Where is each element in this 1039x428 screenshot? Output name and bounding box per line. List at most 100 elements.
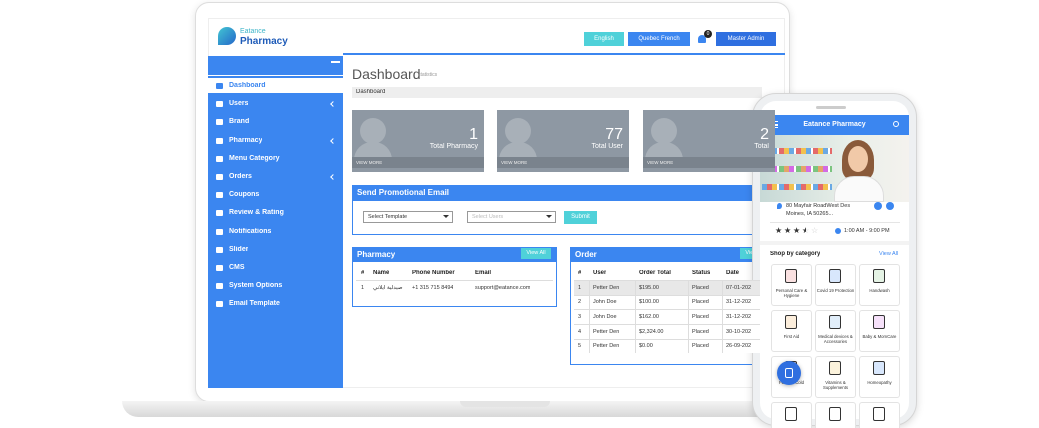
- sidebar-item[interactable]: Brand: [229, 118, 250, 126]
- stat-icon: [360, 118, 386, 144]
- call-icon[interactable]: [874, 202, 882, 210]
- laptop-notch: [460, 401, 550, 407]
- table-cell: $100.00: [639, 299, 659, 306]
- table-row: [574, 324, 760, 339]
- pharmacy-header: [352, 247, 557, 262]
- bell-icon[interactable]: [698, 35, 706, 43]
- submit-button[interactable]: Submit: [564, 211, 597, 224]
- promo-header: [352, 185, 762, 201]
- stat-icon: [651, 118, 677, 144]
- category-label: Medical devices & Accessories: [818, 334, 853, 344]
- sidebar-item[interactable]: Email Template: [229, 300, 280, 308]
- table-header: Phone Number: [412, 270, 455, 276]
- star: ★☆: [811, 226, 819, 235]
- category-card[interactable]: [771, 310, 812, 352]
- select-caret: [546, 215, 552, 221]
- category-icon: [829, 407, 841, 421]
- star: ★☆: [775, 226, 783, 235]
- table-cell: Placed: [692, 299, 709, 306]
- table-divider: [722, 324, 723, 339]
- collapse-arrow[interactable]: [331, 61, 340, 63]
- category-icon: [785, 269, 797, 283]
- category-label: Baby & MomCare: [862, 334, 897, 339]
- category-card[interactable]: [815, 264, 856, 306]
- star-fill: ★: [802, 227, 806, 235]
- sidebar-item[interactable]: Users: [229, 100, 249, 108]
- category-icon: [829, 269, 841, 283]
- sidebar: [208, 56, 343, 388]
- category-card[interactable]: [859, 310, 900, 352]
- category-card[interactable]: [815, 356, 856, 398]
- sidebar-icon: [216, 174, 223, 180]
- stat-icon: [505, 118, 531, 144]
- category-card[interactable]: [859, 264, 900, 306]
- table-row: [574, 309, 760, 325]
- sidebar-icon: [216, 265, 223, 271]
- category-card[interactable]: [859, 356, 900, 398]
- view-all-button[interactable]: View All: [521, 248, 551, 259]
- sidebar-item[interactable]: Notifications: [229, 227, 272, 235]
- header-line: [343, 53, 785, 55]
- table-cell: John Doe: [593, 313, 617, 320]
- store-address: 80 Mayfair RoadWest Des Moines, IA 50265…: [786, 203, 851, 217]
- table-cell: 31-12-202: [726, 299, 752, 306]
- sidebar-item[interactable]: Slider: [229, 245, 249, 253]
- table-cell: +1 315 715 8494: [412, 285, 454, 291]
- category-icon: [873, 315, 885, 329]
- sidebar-icon: [216, 83, 223, 89]
- view-more[interactable]: VIEW MORE: [356, 160, 383, 165]
- table-cell: 26-09-202: [726, 343, 752, 350]
- table-header: Date: [726, 270, 740, 276]
- category-card[interactable]: [771, 402, 812, 428]
- category-card[interactable]: [859, 402, 900, 428]
- table-divider: [688, 309, 689, 325]
- table-divider: [589, 309, 590, 325]
- notification-badge: 0: [704, 30, 712, 38]
- category-card[interactable]: [771, 264, 812, 306]
- sidebar-item[interactable]: Review & Rating: [229, 209, 284, 217]
- template-select[interactable]: Select Template: [363, 211, 453, 223]
- sidebar-icon: [216, 301, 223, 308]
- section-title: Shop by category: [770, 251, 821, 257]
- sidebar-item[interactable]: Coupons: [229, 191, 260, 199]
- sidebar-icon: [216, 283, 223, 290]
- language-button[interactable]: Quebec French: [628, 32, 690, 46]
- table-divider: [688, 280, 689, 295]
- sidebar-item[interactable]: Pharmacy: [229, 136, 263, 144]
- pharmacist-coat: [834, 176, 884, 202]
- sidebar-item[interactable]: System Options: [229, 282, 283, 290]
- view-all-link[interactable]: View All: [879, 251, 899, 257]
- category-card[interactable]: [815, 402, 856, 428]
- table-cell: 30-10-202: [726, 328, 752, 335]
- users-select[interactable]: Select Users: [467, 211, 556, 223]
- sidebar-item[interactable]: Menu Category: [229, 154, 280, 162]
- category-card[interactable]: [815, 310, 856, 352]
- table-cell: $2,324.00: [639, 328, 664, 335]
- pharmacist-face: [848, 146, 868, 172]
- table-cell: John Doe: [593, 299, 617, 306]
- table-cell: support@eatance.com: [475, 285, 531, 291]
- table-cell: Petter Den: [593, 343, 620, 350]
- breadcrumb-bar: [352, 87, 762, 98]
- sidebar-item[interactable]: CMS: [229, 264, 245, 271]
- stat-label: Total User: [591, 143, 623, 150]
- table-header: Email: [475, 270, 492, 276]
- category-label: Covid 19 Protection: [816, 288, 855, 293]
- sidebar-item-active: [208, 78, 343, 93]
- sidebar-item[interactable]: Dashboard: [229, 82, 266, 89]
- table-cell: Placed: [692, 284, 709, 291]
- table-cell: Placed: [692, 328, 709, 335]
- pharmacy-title: Pharmacy: [357, 250, 396, 259]
- stat-value: 1: [469, 126, 478, 143]
- table-row: [574, 338, 760, 354]
- user-menu[interactable]: Master Admin: [716, 32, 776, 46]
- language-button[interactable]: English: [584, 32, 624, 46]
- direction-icon[interactable]: [886, 202, 894, 210]
- view-more[interactable]: VIEW MORE: [501, 160, 528, 165]
- star: ★☆: [784, 226, 792, 235]
- floating-button[interactable]: [777, 361, 801, 385]
- view-more[interactable]: VIEW MORE: [647, 160, 674, 165]
- search-icon[interactable]: [893, 121, 899, 127]
- sidebar-item[interactable]: Orders: [229, 173, 252, 180]
